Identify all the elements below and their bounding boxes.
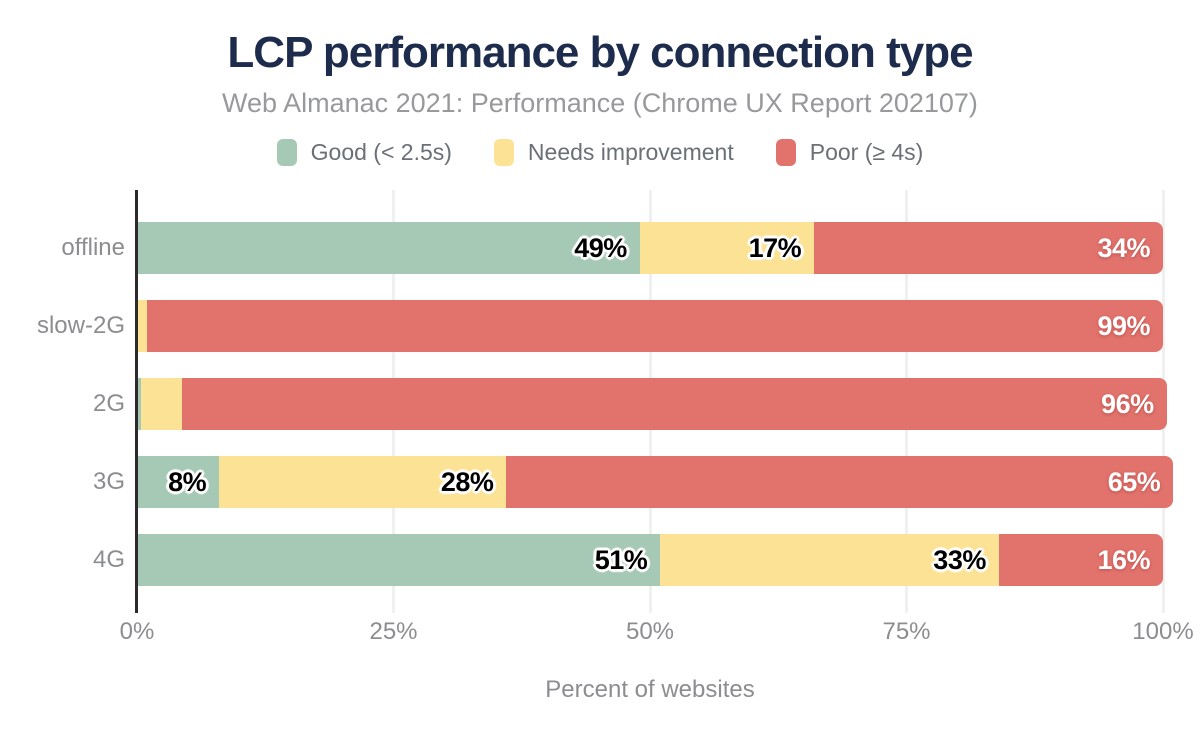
bar-segment-1-offline xyxy=(639,222,815,274)
bar-segment-1-3G xyxy=(219,456,507,508)
bar-value-label: 65% xyxy=(1107,467,1161,497)
legend-label: Needs improvement xyxy=(527,139,734,165)
category-label-4G: 4G xyxy=(92,546,125,573)
legend-item-0: Good (< 2.5s) xyxy=(276,139,452,166)
bar-segment-1-2G xyxy=(140,378,182,430)
legend: Good (< 2.5s) Needs improvement Poor (≥ 4s… xyxy=(0,139,1200,166)
bar-value-label: 33% xyxy=(933,545,986,575)
bar-segment-1-4G xyxy=(660,534,999,586)
bar-segment-0-offline xyxy=(137,222,640,274)
x-tick-label: 75% xyxy=(882,618,931,645)
bar-segment-1-slow-2G xyxy=(137,300,148,352)
bar-value-label: 96% xyxy=(1101,389,1154,419)
x-tick-label: 50% xyxy=(625,618,675,645)
bar-value-label: 28% xyxy=(440,467,494,497)
chart-subtitle: Web Almanac 2021: Performance (Chrome UX… xyxy=(222,88,978,118)
category-label-2G: 2G xyxy=(92,390,125,417)
x-axis-title: Percent of websites xyxy=(545,676,755,703)
category-label-3G: 3G xyxy=(92,468,125,495)
bar-value-label: 34% xyxy=(1097,233,1150,263)
bar-segment-0-4G xyxy=(137,534,661,586)
bar-segment-2-slow-2G xyxy=(147,300,1163,352)
chart-title: LCP performance by connection type xyxy=(227,28,973,77)
bar-segment-2-2G xyxy=(181,378,1167,430)
category-label-slow-2G: slow-2G xyxy=(36,312,125,339)
y-axis-line xyxy=(135,190,138,613)
bar-segment-2-4G xyxy=(998,534,1163,586)
bar-value-label: 17% xyxy=(748,233,802,263)
bar-value-label: 16% xyxy=(1097,545,1150,575)
bar-segment-2-3G xyxy=(506,456,1174,508)
legend-swatch-icon xyxy=(775,139,796,166)
legend-label: Good (< 2.5s) xyxy=(310,139,452,165)
bar-segment-0-2G xyxy=(137,378,141,430)
x-tick-label: 0% xyxy=(119,618,155,645)
legend-item-1: Needs improvement xyxy=(493,139,734,166)
legend-item-2: Poor (≥ 4s) xyxy=(775,139,924,166)
bar-value-label: 8% xyxy=(168,467,207,497)
legend-swatch-icon xyxy=(493,139,514,166)
bar-value-label: 49% xyxy=(574,233,627,263)
bar-segment-0-3G xyxy=(137,456,220,508)
x-tick-label: 25% xyxy=(369,618,418,645)
bar-value-label: 99% xyxy=(1097,311,1150,341)
bar-value-label: 51% xyxy=(594,545,648,575)
x-tick-label: 100% xyxy=(1132,618,1194,645)
category-label-offline: offline xyxy=(61,234,125,261)
bar-segment-2-offline xyxy=(814,222,1163,274)
legend-label: Poor (≥ 4s) xyxy=(809,139,924,165)
legend-swatch-icon xyxy=(276,139,297,166)
